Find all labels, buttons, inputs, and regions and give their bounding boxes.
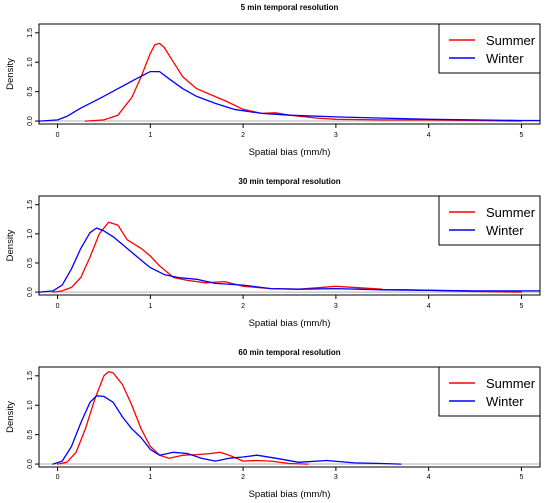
chart-panel-1: 5 min temporal resolution 0 1 2 3 4 5 0.0 0.5 1.0… bbox=[5, 3, 541, 158]
x-axis-label: Spatial bias (mm/h) bbox=[249, 318, 331, 329]
y-axis-label: Density bbox=[5, 229, 16, 261]
x-tick-label: 1 bbox=[148, 303, 152, 310]
y-tick-label: 0.0 bbox=[27, 287, 34, 297]
x-tick-label: 5 bbox=[519, 303, 523, 310]
x-tick-label: 2 bbox=[241, 132, 245, 139]
legend-box bbox=[438, 23, 541, 74]
x-tick-label: 4 bbox=[427, 132, 431, 139]
plot-frame bbox=[38, 366, 541, 468]
x-tick-label: 2 bbox=[241, 474, 245, 481]
legend-box bbox=[438, 366, 541, 417]
x-tick-label: 0 bbox=[56, 303, 60, 310]
legend-label-summer: Summer bbox=[486, 376, 536, 391]
x-tick-label: 2 bbox=[241, 303, 245, 310]
y-tick-label: 1.5 bbox=[27, 200, 34, 210]
x-tick-label: 0 bbox=[56, 474, 60, 481]
series-line-winter bbox=[38, 227, 541, 293]
y-tick-label: 1.0 bbox=[27, 400, 34, 410]
chart-panel-2: 30 min temporal resolution 0 1 2 3 4 5 0.0 0.5 1.… bbox=[5, 177, 541, 329]
x-tick-label: 1 bbox=[148, 132, 152, 139]
y-tick-label: 0.0 bbox=[27, 459, 34, 469]
legend-label-winter: Winter bbox=[486, 51, 524, 66]
y-tick-label: 1.5 bbox=[27, 28, 34, 38]
y-tick-label: 0.0 bbox=[27, 116, 34, 126]
panel-title: 30 min temporal resolution bbox=[238, 177, 340, 186]
y-tick-label: 1.0 bbox=[27, 229, 34, 239]
chart-panel-3: 60 min temporal resolution 0 1 2 3 4 5 0.0 0.5 1.… bbox=[5, 348, 541, 500]
legend-label-summer: Summer bbox=[486, 205, 536, 220]
series-line-summer bbox=[56, 371, 309, 465]
legend: Summer Winter bbox=[438, 195, 541, 246]
y-axis-label: Density bbox=[5, 401, 16, 433]
series-line-winter bbox=[38, 70, 541, 122]
legend-box bbox=[438, 195, 541, 246]
plot-frame bbox=[38, 23, 541, 125]
legend-label-winter: Winter bbox=[486, 394, 524, 409]
legend: Summer Winter bbox=[438, 366, 541, 417]
panel-title: 60 min temporal resolution bbox=[238, 348, 340, 357]
legend-label-summer: Summer bbox=[486, 33, 536, 48]
y-tick-label: 0.5 bbox=[27, 430, 34, 440]
x-tick-label: 4 bbox=[427, 303, 431, 310]
legend-label-winter: Winter bbox=[486, 223, 524, 238]
panel-title: 5 min temporal resolution bbox=[241, 3, 339, 12]
x-tick-label: 3 bbox=[334, 303, 338, 310]
y-tick-label: 1.5 bbox=[27, 371, 34, 381]
series-line-summer bbox=[52, 221, 523, 293]
x-tick-label: 4 bbox=[427, 474, 431, 481]
y-tick-label: 0.5 bbox=[27, 258, 34, 268]
series-line-winter bbox=[52, 395, 402, 465]
y-axis-label: Density bbox=[5, 58, 16, 90]
x-tick-label: 0 bbox=[56, 132, 60, 139]
series-line-summer bbox=[84, 42, 523, 122]
x-axis-label: Spatial bias (mm/h) bbox=[249, 489, 331, 500]
y-tick-label: 0.5 bbox=[27, 87, 34, 97]
x-axis-label: Spatial bias (mm/h) bbox=[249, 147, 331, 158]
x-tick-label: 5 bbox=[519, 132, 523, 139]
legend: Summer Winter bbox=[438, 23, 541, 74]
y-tick-label: 1.0 bbox=[27, 57, 34, 67]
x-tick-label: 1 bbox=[148, 474, 152, 481]
x-tick-label: 3 bbox=[334, 474, 338, 481]
x-tick-label: 5 bbox=[519, 474, 523, 481]
x-tick-label: 3 bbox=[334, 132, 338, 139]
